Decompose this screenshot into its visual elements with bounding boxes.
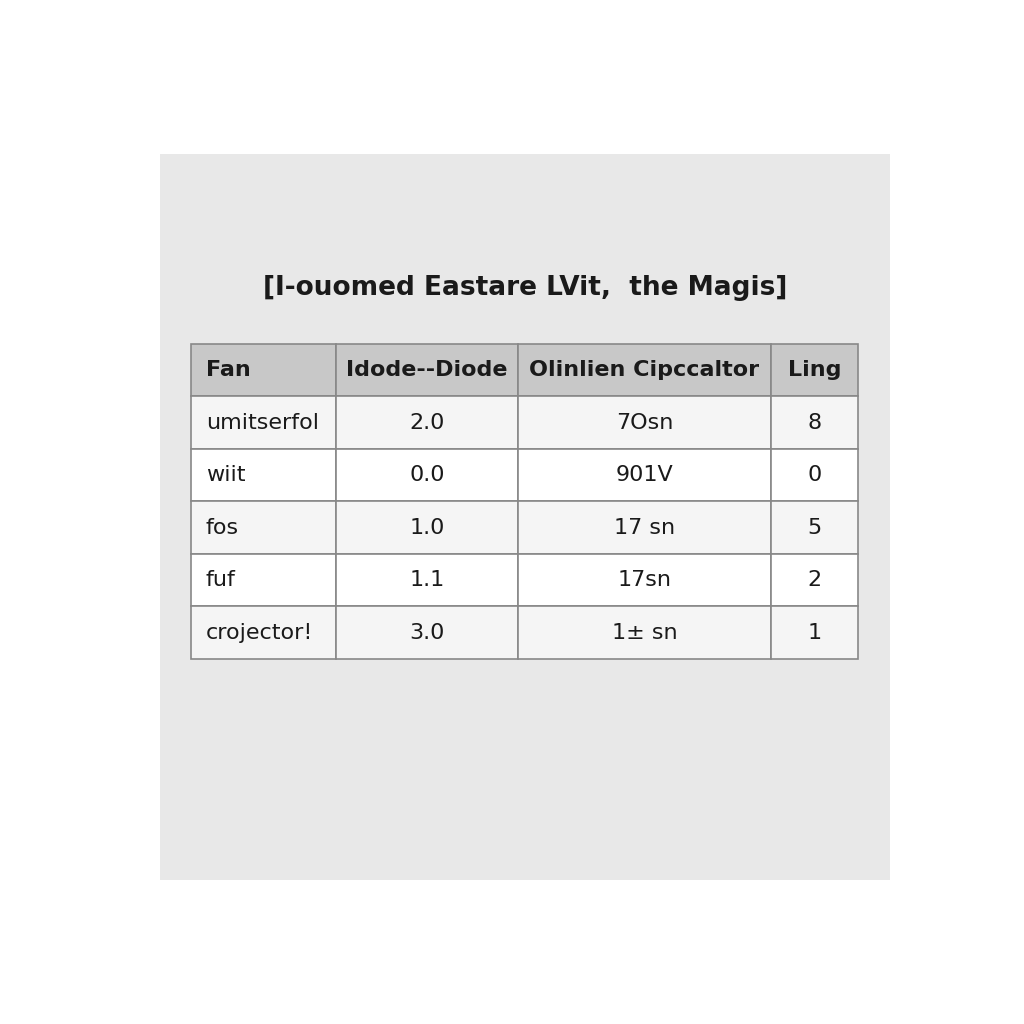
Bar: [517, 554, 771, 606]
Bar: [771, 554, 858, 606]
Text: 1.0: 1.0: [410, 518, 444, 538]
Text: 1: 1: [808, 623, 821, 643]
Text: fuf: fuf: [206, 570, 236, 590]
Bar: [771, 502, 858, 554]
Text: umitserfol: umitserfol: [206, 413, 318, 432]
Text: 901V: 901V: [615, 465, 673, 485]
Text: Olinlien Cipccaltor: Olinlien Cipccaltor: [529, 360, 760, 380]
Text: 0.0: 0.0: [410, 465, 444, 485]
Text: 2: 2: [808, 570, 821, 590]
Bar: [771, 606, 858, 659]
Text: 5: 5: [808, 518, 822, 538]
Bar: [337, 344, 517, 396]
Text: 3.0: 3.0: [410, 623, 444, 643]
Text: Fan: Fan: [206, 360, 251, 380]
Text: crojector!: crojector!: [206, 623, 313, 643]
Bar: [337, 502, 517, 554]
Bar: [337, 554, 517, 606]
Bar: [191, 554, 337, 606]
Bar: [771, 449, 858, 502]
Text: 1± sn: 1± sn: [611, 623, 677, 643]
Bar: [191, 502, 337, 554]
Bar: [771, 344, 858, 396]
Bar: [191, 606, 337, 659]
Bar: [337, 449, 517, 502]
Text: 7Osn: 7Osn: [615, 413, 673, 432]
Text: fos: fos: [206, 518, 239, 538]
Bar: [337, 606, 517, 659]
Bar: [191, 449, 337, 502]
Bar: [337, 396, 517, 449]
Text: 1.1: 1.1: [410, 570, 444, 590]
Bar: [191, 344, 337, 396]
Bar: [517, 344, 771, 396]
Text: 17sn: 17sn: [617, 570, 672, 590]
Bar: [517, 396, 771, 449]
Bar: [191, 396, 337, 449]
Bar: [517, 502, 771, 554]
Text: [I-ouomed Eastare LVit,  the Magis]: [I-ouomed Eastare LVit, the Magis]: [262, 275, 787, 301]
Text: 0: 0: [808, 465, 822, 485]
Text: wiit: wiit: [206, 465, 246, 485]
Text: Idode--Diode: Idode--Diode: [346, 360, 508, 380]
Text: 17 sn: 17 sn: [613, 518, 675, 538]
Text: Ling: Ling: [787, 360, 842, 380]
Bar: [771, 396, 858, 449]
Bar: [517, 606, 771, 659]
Text: 2.0: 2.0: [410, 413, 444, 432]
Text: 8: 8: [808, 413, 821, 432]
Bar: [517, 449, 771, 502]
